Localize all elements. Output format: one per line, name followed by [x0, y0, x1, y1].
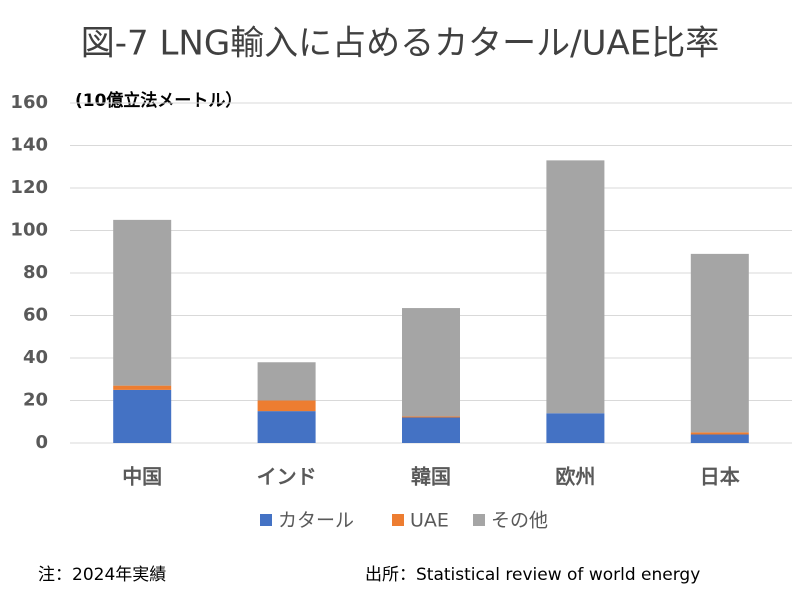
source: 出所：Statistical review of world energy: [365, 565, 700, 585]
bar-segment: [257, 362, 316, 401]
legend-label: UAE: [410, 510, 449, 532]
bar-segment: [546, 160, 605, 414]
x-tick-label: 日本: [700, 465, 740, 489]
bar-segment: [690, 253, 749, 433]
y-tick-label: 140: [10, 135, 48, 156]
bar-segment: [113, 385, 172, 390]
unit-label: (10億立法メートル）: [75, 90, 242, 111]
bar-segment: [546, 413, 605, 443]
x-tick-label: インド: [257, 465, 317, 489]
bar-segment: [402, 416, 460, 418]
x-tick-label: 韓国: [411, 465, 451, 489]
bar-segment: [690, 432, 749, 435]
x-tick-label: 中国: [122, 465, 162, 489]
y-tick-label: 60: [23, 305, 48, 326]
y-tick-label: 120: [10, 177, 48, 198]
x-tick-label: 欧州: [555, 465, 595, 489]
bar-segment: [690, 434, 749, 443]
legend-label: カタール: [278, 510, 354, 532]
bar-segment: [257, 411, 316, 443]
chart-title: 図-7 LNG輸入に占めるカタール/UAE比率: [81, 24, 720, 64]
bar-segment: [113, 219, 172, 386]
y-tick-label: 160: [10, 92, 48, 113]
bar-segment: [113, 389, 172, 443]
bar-segment: [402, 417, 460, 443]
legend-swatch: [260, 514, 272, 526]
y-tick-label: 40: [23, 347, 48, 368]
legend-swatch: [392, 514, 404, 526]
legend-label: その他: [491, 510, 548, 532]
y-tick-label: 100: [10, 220, 48, 241]
y-tick-label: 0: [35, 432, 48, 453]
y-tick-label: 80: [23, 262, 48, 283]
bar-segment: [402, 308, 460, 417]
y-tick-label: 20: [23, 390, 48, 411]
note: 注：2024年実績: [38, 565, 166, 585]
legend-swatch: [473, 514, 485, 526]
bar-segment: [257, 400, 316, 412]
